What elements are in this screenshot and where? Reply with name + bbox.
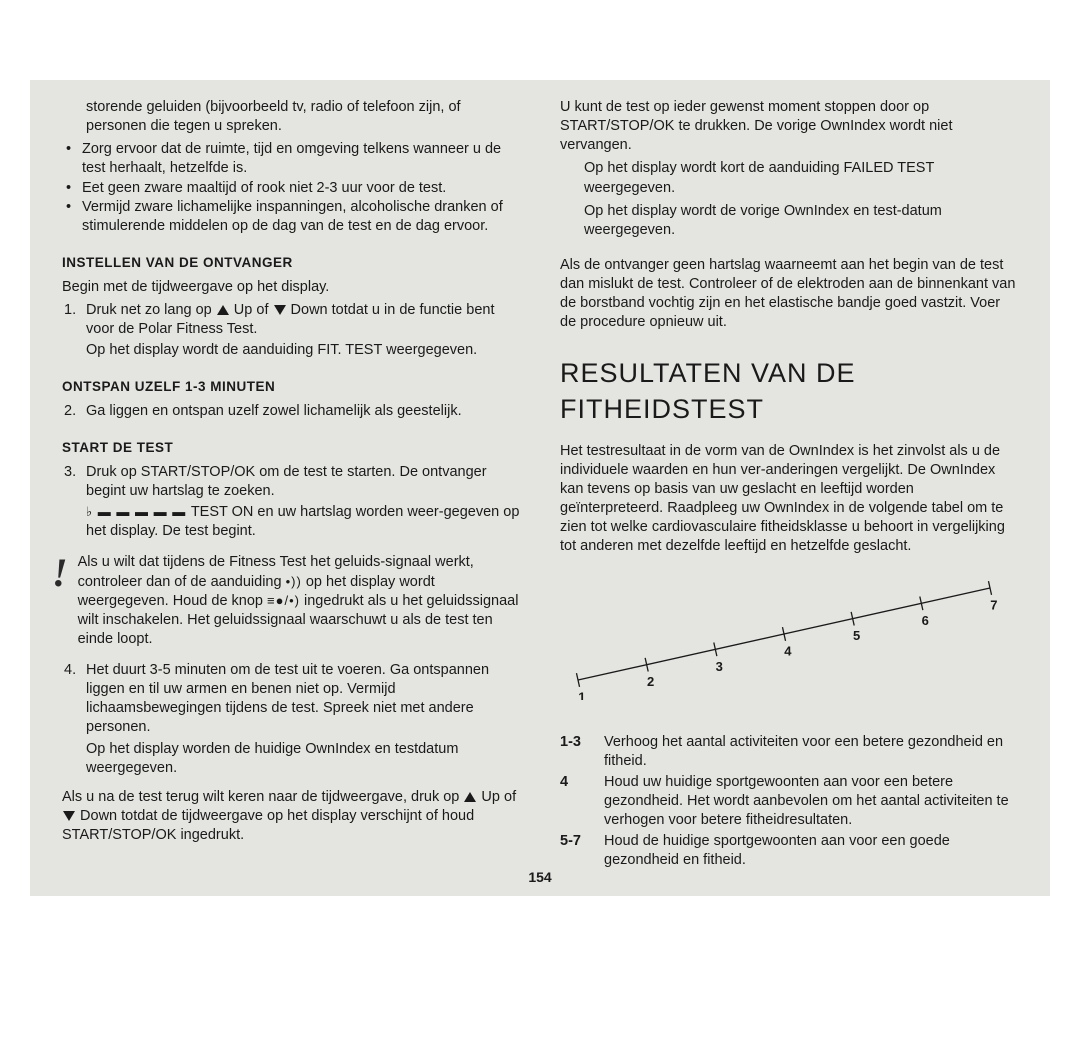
svg-text:5: 5 — [853, 629, 860, 644]
t: Up of — [230, 302, 273, 318]
range-key: 5-7 — [560, 832, 604, 870]
sound-icon: •)) — [286, 574, 302, 589]
range-descriptions: 1-3 Verhoog het aantal activiteiten voor… — [560, 733, 1018, 871]
up-icon — [464, 792, 476, 802]
scale-svg: 1 2 3 4 5 6 7 — [560, 570, 1000, 700]
range-row: 5-7 Houd de huidige sportgewoonten aan v… — [560, 832, 1018, 870]
range-row: 4 Houd uw huidige sportgewoonten aan voo… — [560, 773, 1018, 830]
subhead-receiver: INSTELLEN VAN DE ONTVANGER — [62, 254, 520, 272]
bullet-item: Zorg ervoor dat de ruimte, tijd en omgev… — [82, 140, 520, 178]
intro-fragment: storende geluiden (bijvoorbeeld tv, radi… — [62, 98, 520, 136]
note-block: ! Als u wilt dat tijdens de Fitness Test… — [52, 553, 520, 649]
svg-text:4: 4 — [784, 644, 792, 659]
note-text: Als u wilt dat tijdens de Fitness Test h… — [78, 553, 520, 649]
fitness-scale-chart: 1 2 3 4 5 6 7 — [560, 570, 1018, 706]
range-key: 1-3 — [560, 733, 604, 771]
results-intro: Het testresultaat in de vorm van de OwnI… — [560, 442, 1018, 557]
svg-text:7: 7 — [990, 598, 997, 613]
range-text: Houd uw huidige sportgewoonten aan voor … — [604, 773, 1018, 830]
step-2: 2.Ga liggen en ontspan uzelf zowel licha… — [86, 402, 520, 421]
step-4-sub: Op het display worden de huidige OwnInde… — [86, 740, 520, 778]
bullet-item: Eet geen zware maaltijd of rook niet 2-3… — [82, 179, 520, 198]
manual-page: storende geluiden (bijvoorbeeld tv, radi… — [30, 80, 1050, 896]
column-left: storende geluiden (bijvoorbeeld tv, radi… — [62, 98, 520, 872]
t: Down totdat de tijdweergave op het displ… — [62, 808, 474, 843]
receiver-intro: Begin met de tijdweergave op het display… — [62, 278, 520, 297]
t: Up of — [477, 789, 516, 805]
page-number: 154 — [30, 868, 1050, 886]
prep-bullets: Zorg ervoor dat de ruimte, tijd en omgev… — [62, 140, 520, 236]
step-list-3: 3. Druk op START/STOP/OK om de test te s… — [62, 463, 520, 542]
column-right: U kunt de test op ieder gewenst moment s… — [560, 98, 1018, 872]
range-text: Verhoog het aantal activiteiten voor een… — [604, 733, 1018, 771]
down-icon — [63, 811, 75, 821]
stop-sub2: Op het display wordt de vorige OwnIndex … — [560, 202, 1018, 240]
down-icon — [274, 305, 286, 315]
t: Als u na de test terug wilt keren naar d… — [62, 789, 463, 805]
exclamation-icon: ! — [52, 553, 78, 587]
stop-sub1: Op het display wordt kort de aanduiding … — [560, 159, 1018, 197]
svg-text:3: 3 — [716, 659, 723, 674]
step-list-2: 2.Ga liggen en ontspan uzelf zowel licha… — [62, 402, 520, 421]
range-text: Houd de huidige sportgewoonten aan voor … — [604, 832, 1018, 870]
svg-text:2: 2 — [647, 675, 654, 690]
t: Druk op START/STOP/OK om de test te star… — [86, 464, 487, 499]
step-3: 3. Druk op START/STOP/OK om de test te s… — [86, 463, 520, 542]
step-4: 4. Het duurt 3-5 minuten om de test uit … — [86, 661, 520, 778]
button-icon: ≡●/•) — [267, 593, 300, 608]
subhead-relax: ONTSPAN UZELF 1-3 MINUTEN — [62, 378, 520, 396]
step-list-4: 4. Het duurt 3-5 minuten om de test uit … — [62, 661, 520, 778]
step-1: 1. Druk net zo lang op Up of Down totdat… — [86, 301, 520, 360]
t: Druk net zo lang op — [86, 302, 216, 318]
subhead-start: START DE TEST — [62, 439, 520, 457]
svg-text:1: 1 — [578, 690, 585, 700]
step-1-sub: Op het display wordt de aanduiding FIT. … — [86, 341, 520, 360]
bullet-item: Vermijd zware lichamelijke inspanningen,… — [82, 198, 520, 236]
range-row: 1-3 Verhoog het aantal activiteiten voor… — [560, 733, 1018, 771]
heart-icon: ♭ ▬ ▬ ▬ ▬ ▬ — [86, 504, 191, 519]
results-title: RESULTATEN VAN DE FITHEIDSTEST — [560, 356, 1018, 427]
up-icon — [217, 305, 229, 315]
step-list-1: 1. Druk net zo lang op Up of Down totdat… — [62, 301, 520, 360]
no-hr-para: Als de ontvanger geen hartslag waarneemt… — [560, 256, 1018, 333]
svg-text:6: 6 — [922, 613, 929, 628]
stop-para: U kunt de test op ieder gewenst moment s… — [560, 98, 1018, 155]
t: Het duurt 3-5 minuten om de test uit te … — [86, 662, 489, 735]
t: Ga liggen en ontspan uzelf zowel lichame… — [86, 403, 462, 419]
step-3-b: ♭ ▬ ▬ ▬ ▬ ▬ TEST ON en uw hartslag worde… — [86, 503, 520, 541]
tail-para: Als u na de test terug wilt keren naar d… — [62, 788, 520, 845]
range-key: 4 — [560, 773, 604, 830]
